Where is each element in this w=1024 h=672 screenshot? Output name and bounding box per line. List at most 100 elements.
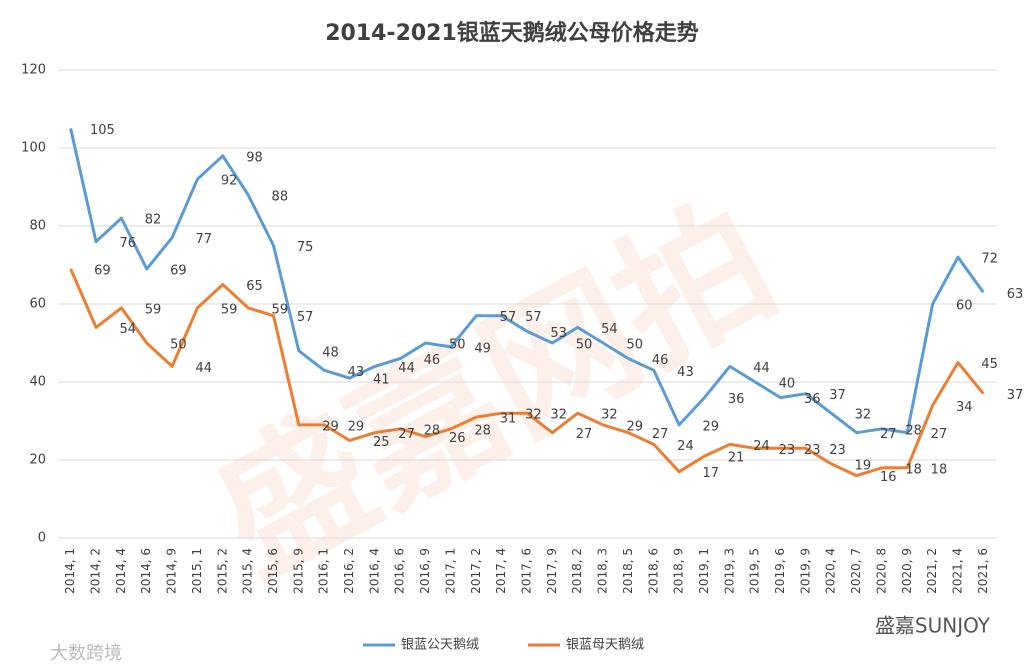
data-label: 59 (221, 302, 238, 317)
footer-right: 盛嘉SUNJOY (875, 614, 991, 638)
data-label: 34 (956, 400, 973, 415)
data-label: 54 (119, 322, 136, 337)
data-label: 28 (474, 423, 491, 438)
data-label: 37 (829, 388, 846, 403)
data-label: 45 (981, 357, 998, 372)
x-tick-label: 2017, 1 (443, 548, 457, 594)
y-tick-label: 0 (38, 531, 46, 546)
chart-title: 2014-2021银蓝天鹅绒公母价格走势 (325, 20, 699, 46)
data-label: 50 (449, 338, 466, 353)
data-label: 17 (703, 466, 720, 481)
data-label: 82 (145, 213, 162, 228)
data-label: 50 (576, 338, 593, 353)
x-tick-label: 2016, 1 (317, 548, 331, 594)
x-tick-label: 2015, 9 (291, 548, 305, 594)
data-label: 92 (221, 174, 238, 189)
x-tick-label: 2021, 4 (950, 548, 964, 594)
data-label: 50 (170, 338, 187, 353)
data-label: 76 (119, 236, 136, 251)
x-tick-label: 2019, 6 (773, 548, 787, 594)
x-tick-label: 2018, 5 (621, 548, 635, 594)
x-tick-label: 2019, 1 (697, 548, 711, 594)
data-label: 44 (195, 361, 212, 376)
data-label: 29 (703, 419, 720, 434)
data-label: 54 (601, 322, 618, 337)
data-label: 88 (272, 189, 289, 204)
x-tick-label: 2015, 6 (266, 548, 280, 594)
data-label: 57 (500, 310, 517, 325)
x-tick-label: 2015, 1 (190, 548, 204, 594)
data-label: 43 (677, 365, 694, 380)
data-label: 72 (981, 252, 998, 267)
data-label: 21 (728, 451, 745, 466)
data-label: 25 (373, 435, 390, 450)
data-label: 24 (753, 439, 770, 454)
data-label: 18 (905, 462, 922, 477)
data-label: 19 (855, 458, 872, 473)
data-label: 16 (880, 470, 897, 485)
x-tick-label: 2018, 3 (596, 548, 610, 594)
data-label: 77 (195, 232, 212, 247)
data-label: 105 (90, 123, 115, 138)
series-line (69, 268, 985, 478)
data-label: 32 (525, 408, 542, 423)
data-label: 49 (474, 341, 491, 356)
x-tick-label: 2017, 4 (494, 548, 508, 594)
x-tick-label: 2016, 2 (342, 548, 356, 594)
data-label: 29 (322, 419, 339, 434)
x-tick-label: 2014, 9 (165, 548, 179, 594)
data-label: 65 (246, 279, 263, 294)
data-label: 27 (880, 427, 897, 442)
x-tick-label: 2021, 2 (925, 548, 939, 594)
x-tick-label: 2014, 2 (89, 548, 103, 594)
x-tick-label: 2019, 5 (748, 548, 762, 594)
data-label: 57 (525, 310, 542, 325)
data-label: 36 (804, 392, 821, 407)
data-label: 48 (322, 345, 339, 360)
legend-label: 银蓝公天鹅绒 (401, 637, 479, 653)
data-label: 23 (829, 443, 846, 458)
footer-left: 大数跨境 (50, 643, 122, 664)
data-label: 24 (677, 439, 694, 454)
data-label: 29 (626, 419, 643, 434)
x-tick-label: 2021, 6 (976, 548, 990, 594)
x-tick-label: 2017, 9 (545, 548, 559, 594)
data-label: 57 (297, 310, 314, 325)
x-tick-label: 2014, 4 (114, 548, 128, 594)
data-label: 27 (931, 427, 948, 442)
x-tick-label: 2017, 6 (520, 548, 534, 594)
x-tick-label: 2014, 6 (139, 548, 153, 594)
data-label: 27 (398, 427, 415, 442)
data-label: 43 (348, 365, 365, 380)
series-line (69, 128, 985, 435)
y-tick-label: 120 (21, 63, 46, 78)
data-label: 98 (246, 150, 263, 165)
data-label: 37 (1007, 388, 1024, 403)
data-label: 46 (424, 353, 441, 368)
x-tick-label: 2015, 2 (215, 548, 229, 594)
y-tick-label: 40 (29, 375, 46, 390)
data-label: 32 (550, 408, 567, 423)
y-tick-label: 100 (21, 141, 46, 156)
data-label: 26 (449, 431, 466, 446)
data-label: 60 (956, 299, 973, 314)
y-tick-label: 80 (29, 219, 46, 234)
data-label: 27 (576, 427, 593, 442)
x-tick-label: 2017, 2 (469, 548, 483, 594)
data-label: 63 (1007, 287, 1024, 302)
x-tick-label: 2016, 9 (418, 548, 432, 594)
data-label: 59 (272, 302, 289, 317)
data-label: 29 (348, 419, 365, 434)
x-tick-label: 2015, 4 (241, 548, 255, 594)
data-label: 50 (626, 338, 643, 353)
data-label: 44 (753, 361, 770, 376)
data-label: 53 (550, 326, 567, 341)
data-label: 59 (145, 302, 162, 317)
data-label: 32 (855, 408, 872, 423)
data-label: 28 (905, 423, 922, 438)
data-label: 32 (601, 408, 618, 423)
x-tick-label: 2016, 4 (367, 548, 381, 594)
x-tick-label: 2018, 2 (570, 548, 584, 594)
